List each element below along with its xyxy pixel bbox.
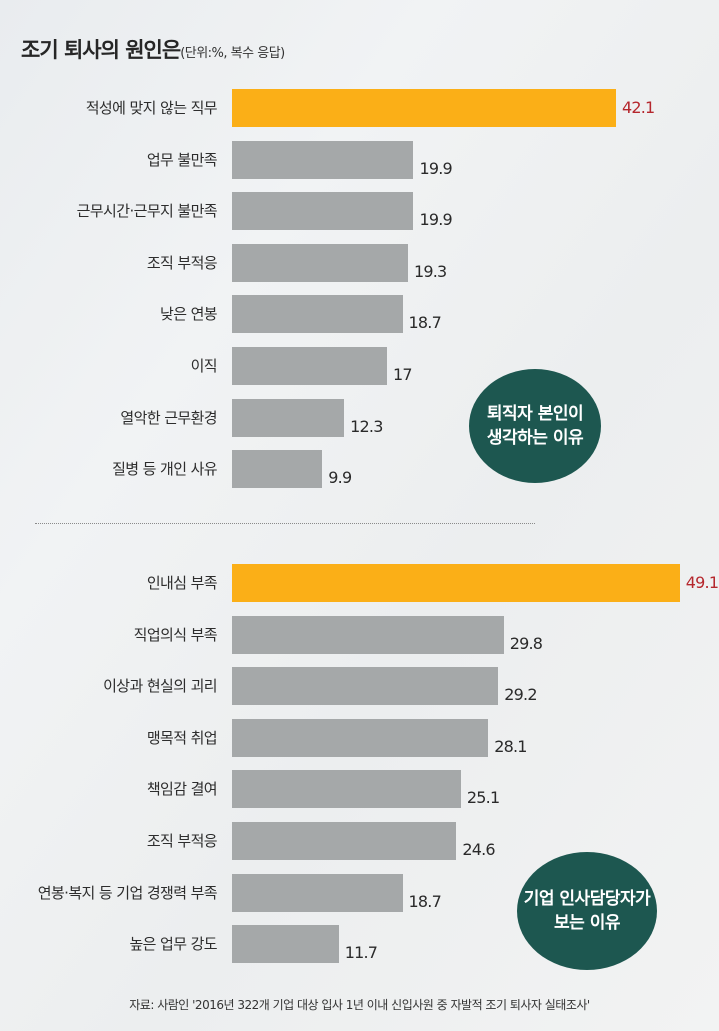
bar-row: 열악한 근무환경 12.3: [0, 398, 719, 437]
bar-row: 이상과 현실의 괴리 29.2: [0, 667, 719, 706]
bar-row: 맹목적 취업 28.1: [0, 718, 719, 757]
bar-label: 적성에 맞지 않는 직무: [85, 99, 218, 117]
bar-row: 낮은 연봉 18.7: [0, 295, 719, 334]
bar-row: 조직 부적응 24.6: [0, 822, 719, 860]
bar: [232, 615, 504, 654]
bar: [232, 925, 339, 964]
bar-label: 이상과 현실의 괴리: [103, 677, 218, 696]
bar-value: 11.7: [344, 943, 378, 963]
bar-value: 12.3: [350, 416, 383, 436]
bar-highlight: [232, 89, 616, 127]
bar-value: 49.1: [685, 573, 719, 592]
bar: [232, 347, 388, 385]
bar-value: 19.3: [414, 261, 447, 281]
bar: [232, 770, 461, 809]
bar-label: 인내심 부족: [146, 574, 218, 592]
section-divider: [35, 523, 535, 524]
bar-row: 업무 불만족 19.9: [0, 140, 719, 179]
bar-label: 질병 등 개인 사유: [112, 460, 218, 479]
speech-bubble-retiree: 퇴직자 본인이 생각하는 이유: [469, 369, 601, 483]
bar-value: 17: [393, 365, 413, 384]
bar-row: 연봉·복지 등 기업 경쟁력 부족 18.7: [0, 873, 719, 912]
bar: [232, 192, 414, 231]
bar: [232, 398, 345, 437]
bar-value: 19.9: [419, 158, 452, 178]
bar-row: 인내심 부족 49.1: [0, 564, 719, 602]
bar-label: 낮은 연봉: [160, 305, 218, 324]
bar: [232, 667, 499, 706]
bar-label: 직업의식 부족: [133, 625, 218, 644]
bar-row: 적성에 맞지 않는 직무 42.1: [0, 89, 719, 127]
chart-title-main: 조기 퇴사의 원인은: [21, 38, 181, 62]
bar-label: 조직 부적응: [146, 832, 218, 850]
bar: [232, 822, 457, 860]
bar-value: 42.1: [621, 98, 655, 117]
bubble-line: 퇴직자 본인이: [486, 404, 584, 424]
bar-row: 직업의식 부족 29.8: [0, 615, 719, 654]
bar-value: 24.6: [462, 840, 495, 859]
chart-title: 조기 퇴사의 원인은(단위:%, 복수 응답): [21, 34, 285, 64]
bar-value: 19.9: [419, 210, 452, 230]
bar-row: 질병 등 개인 사유 9.9: [0, 450, 719, 489]
bubble-line: 생각하는 이유: [486, 428, 584, 448]
bar-value: 9.9: [328, 468, 352, 488]
bar-value: 28.1: [494, 736, 527, 756]
bar-highlight: [232, 564, 680, 602]
bar-row: 책임감 결여 25.1: [0, 770, 719, 809]
bar: [232, 295, 403, 334]
bar-label: 연봉·복지 등 기업 경쟁력 부족: [37, 883, 218, 902]
bar-label: 열악한 근무환경: [120, 408, 217, 427]
bar-label: 이직: [190, 357, 218, 375]
speech-bubble-hr: 기업 인사담당자가 보는 이유: [517, 852, 657, 970]
bar: [232, 140, 414, 179]
bar-label: 높은 업무 강도: [129, 935, 217, 954]
bar-label: 맹목적 취업: [146, 728, 218, 747]
bar-value: 18.7: [408, 313, 442, 333]
bar-label: 근무시간·근무지 불만족: [76, 202, 218, 221]
bar-value: 25.1: [466, 788, 500, 808]
bar-row: 근무시간·근무지 불만족 19.9: [0, 192, 719, 231]
chart-unit-note: (단위:%, 복수 응답): [180, 46, 285, 61]
bar-row: 이직 17: [0, 347, 719, 385]
bar: [232, 243, 409, 282]
source-note: 자료: 사람인 '2016년 322개 기업 대상 입사 1년 이내 신입사원 …: [129, 998, 590, 1012]
bar-label: 업무 불만족: [146, 150, 218, 169]
bar-value: 29.2: [504, 685, 537, 705]
bar-label: 조직 부적응: [146, 253, 218, 272]
bar: [232, 873, 403, 912]
bubble-line: 보는 이유: [554, 913, 620, 933]
bar-label: 책임감 결여: [146, 780, 218, 799]
bar: [232, 450, 323, 489]
bar: [232, 718, 489, 757]
bar-value: 29.8: [509, 633, 543, 653]
bar-row: 높은 업무 강도 11.7: [0, 925, 719, 964]
bubble-line: 기업 인사담당자가: [523, 889, 651, 909]
bar-value: 18.7: [408, 891, 442, 911]
bar-row: 조직 부적응 19.3: [0, 243, 719, 282]
